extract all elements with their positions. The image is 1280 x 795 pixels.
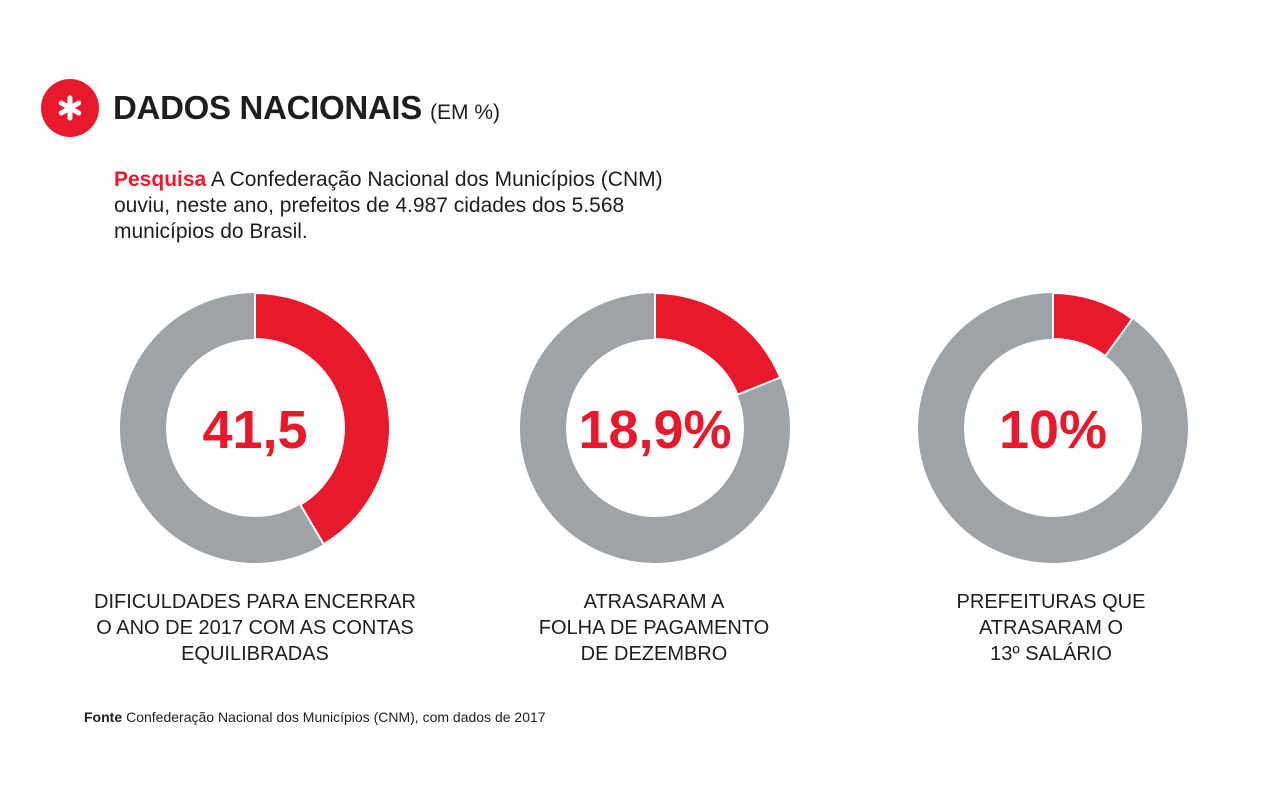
header: DADOS NACIONAIS (EM %)	[41, 78, 500, 138]
title-wrap: DADOS NACIONAIS (EM %)	[113, 89, 500, 127]
donut-folha-dezembro: 18,9%	[520, 291, 790, 563]
source-label: Fonte	[84, 709, 123, 725]
caption-atrasaram-folha: ATRASARAM A FOLHA DE PAGAMENTO DE DEZEMB…	[444, 589, 864, 667]
intro-text: A Confederação Nacional dos Municípios (…	[114, 168, 663, 243]
donut-center-label: 10%	[999, 400, 1107, 460]
donut-dificuldades: 41,5	[120, 291, 391, 563]
source-note: Fonte Confederação Nacional dos Município…	[84, 709, 546, 725]
caption-line: DE DEZEMBRO	[580, 643, 728, 665]
caption-atrasaram-13: PREFEITURAS QUE ATRASARAM O 13º SALÁRIO	[841, 589, 1261, 667]
caption-line: PREFEITURAS QUE	[956, 591, 1146, 613]
donut-center-label: 41,5	[202, 400, 307, 460]
intro-lead: Pesquisa	[114, 168, 207, 191]
caption-line: ATRASARAM O	[978, 617, 1124, 639]
source-text: Confederação Nacional dos Municípios (CN…	[126, 709, 546, 725]
donut-value-slice	[654, 291, 782, 397]
title-unit: (EM %)	[430, 101, 501, 124]
asterisk-badge	[41, 79, 99, 137]
caption-line: 13º SALÁRIO	[990, 643, 1112, 665]
caption-line: FOLHA DE PAGAMENTO	[538, 617, 770, 639]
donut-center-label: 18,9%	[578, 400, 731, 460]
caption-line: DIFICULDADES PARA ENCERRAR	[94, 591, 416, 613]
caption-line: EQUILIBRADAS	[181, 643, 329, 665]
donut-decimo-terceiro: 10%	[918, 291, 1188, 563]
page-title: DADOS NACIONAIS	[113, 89, 423, 126]
caption-line: ATRASARAM A	[583, 591, 725, 613]
donut-value-slice	[1052, 291, 1134, 358]
donut-value-slice	[254, 291, 391, 546]
asterisk-icon	[58, 95, 82, 121]
intro-paragraph: Pesquisa A Confederação Nacional dos Mun…	[114, 167, 674, 245]
caption-line: O ANO DE 2017 COM AS CONTAS	[96, 617, 414, 639]
caption-dificuldades: DIFICULDADES PARA ENCERRAR O ANO DE 2017…	[45, 589, 465, 667]
